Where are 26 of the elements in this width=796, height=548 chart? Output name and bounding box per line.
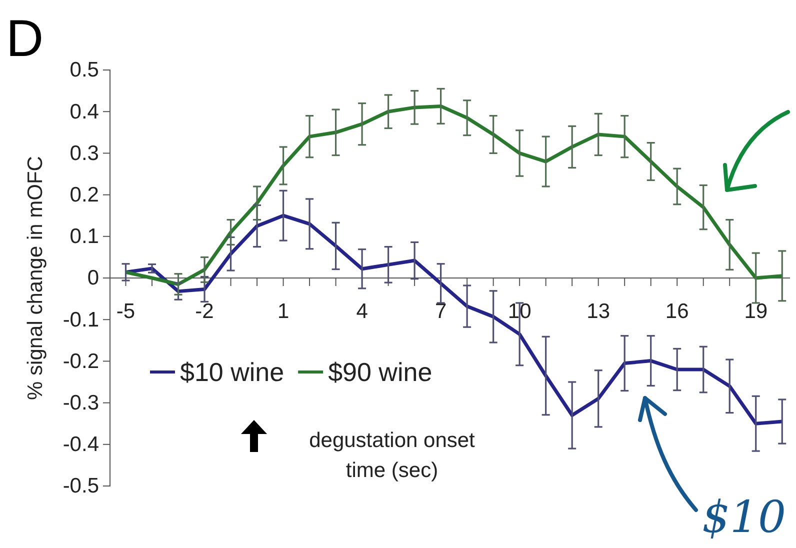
y-axis-title: % signal change in mOFC xyxy=(24,156,47,400)
y-tick-label: 0.5 xyxy=(70,58,99,82)
y-tick-label: -0.3 xyxy=(62,392,99,415)
text: $10 xyxy=(702,492,786,543)
x-tick-label: 7 xyxy=(434,300,447,323)
x-tick-label: -5 xyxy=(116,300,136,323)
y-tick-label: 0.4 xyxy=(70,100,100,124)
x-tick-label: 13 xyxy=(586,300,610,323)
x-axis-title: degustation onset time (sec) xyxy=(309,429,476,482)
x-tick-label: 1 xyxy=(277,300,290,323)
y-tick-label: -0.5 xyxy=(62,474,99,498)
y-tick-label: 0.3 xyxy=(70,142,99,165)
x-tick-label: -2 xyxy=(195,300,214,323)
x-tick-label: 4 xyxy=(356,300,368,323)
y-tick-label: -0.2 xyxy=(62,350,99,373)
y-tick-label: 0 xyxy=(87,266,99,290)
x-tick-label: 16 xyxy=(665,300,689,323)
y-tick-label: 0.1 xyxy=(70,225,99,248)
legend-label: $90 wine xyxy=(328,357,432,387)
y-tick-label: -0.4 xyxy=(62,433,100,456)
line-series xyxy=(124,104,784,286)
chart-title: D xyxy=(6,10,44,68)
legend-label: $10 wine xyxy=(180,357,284,387)
y-tick-label: 0.2 xyxy=(70,184,99,207)
y-tick-label: -0.1 xyxy=(62,308,99,332)
x-tick-label: 19 xyxy=(744,300,768,323)
